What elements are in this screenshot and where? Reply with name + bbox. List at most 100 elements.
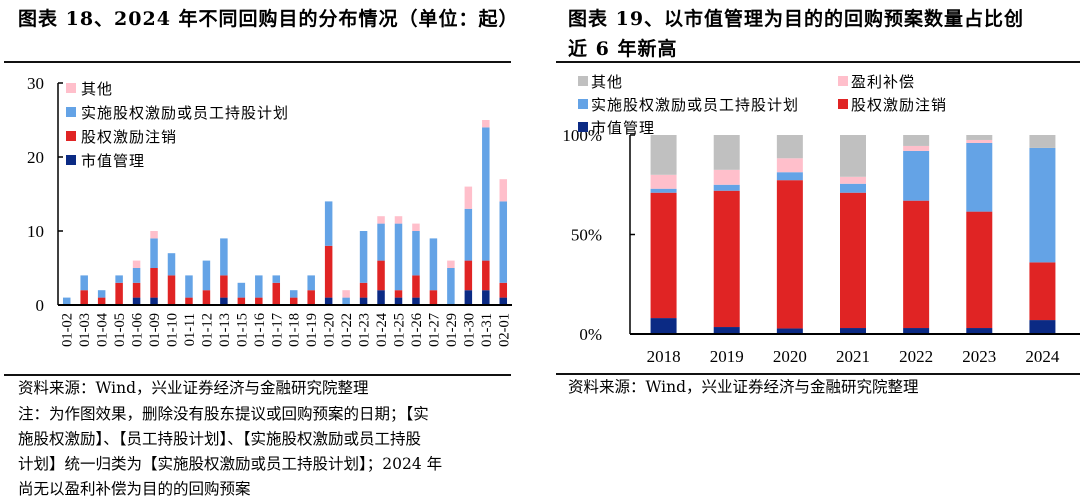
bar-segment [776,328,803,334]
bar-segment [464,260,473,291]
y-tick-label: 0 [36,296,45,315]
bar-segment [903,135,930,146]
bar-segment [903,150,930,201]
bar-segment [776,180,803,329]
bar-segment [115,275,123,283]
legend-label: 市值管理 [81,152,145,170]
bar-segment [482,120,490,128]
x-tick-label: 01-03 [77,313,93,347]
x-tick-label: 01-26 [409,313,425,347]
bar-segment [499,297,508,305]
legend-label: 股权激励注销 [81,128,177,146]
x-tick-label: 01-17 [269,313,285,347]
bar-segment [202,260,211,291]
y-tick-label: 10 [27,222,44,241]
title-rule [556,61,1080,63]
bar-segment [132,282,141,298]
x-tick-label: 01-06 [130,313,146,347]
bar-segment [342,297,350,305]
bar-segment [650,188,677,193]
bar-segment [903,145,930,151]
bar-segment [840,183,866,193]
bar-segment [499,282,508,298]
bar-segment [447,268,455,305]
bar-segment [464,208,473,261]
bar-segment [776,172,803,181]
bar-segment [464,186,473,209]
x-tick-label: 01-23 [357,313,373,347]
x-tick-label: 01-30 [461,313,477,347]
legend-swatch [66,155,76,165]
x-tick-label: 01-15 [234,313,250,347]
bar-segment [776,135,803,159]
bar-segment [237,282,246,298]
bar-segment [255,275,263,298]
legend-swatch [838,76,848,86]
x-tick-label: 01-25 [392,313,408,347]
bar-segment [272,282,281,305]
y-tick-label: 50% [571,226,602,245]
right-figure-panel: 图表 19、以市值管理为目的的回购预案数量占比创 近 6 年新高 0% 50% 10… [548,0,1080,503]
bar-segment [650,192,677,319]
bar-segment [324,245,333,298]
bar-segment [412,223,420,231]
bar-segment [394,223,403,291]
bar-segment [1029,147,1056,263]
x-tick-label: 01-02 [60,313,76,347]
chart18-source: 资料来源：Wind，兴业证券经济与金融研究院整理 [18,379,369,397]
bar-segment [132,268,141,283]
bar-segment [482,260,490,291]
x-tick-label: 01-11 [182,313,198,346]
x-tick-label: 2019 [710,347,744,366]
bar-segment [412,231,420,276]
bar-segment [1029,320,1056,334]
chart19-title-line-1: 图表 19、以市值管理为目的的回购预案数量占比创 [568,8,1025,30]
bar-segment [359,297,368,305]
bar-segment [966,142,993,212]
bar-segment [342,290,350,298]
bar-segment [1029,135,1056,148]
legend-label: 市值管理 [591,119,655,137]
bar-segment [377,223,385,261]
x-tick-label: 01-16 [252,313,268,347]
bar-segment [220,275,228,298]
bar-segment [359,231,368,283]
x-tick-label: 01-27 [426,313,442,347]
chart18-note-line-2: 施股权激励】、【员工持股计划】、【实施股权激励或员工持股 [18,430,422,448]
y-tick-label: 100% [562,126,602,145]
chart19-title-line-2: 近 6 年新高 [568,38,678,60]
legend-swatch [66,83,76,93]
legend-swatch [578,122,588,132]
x-tick-label: 2018 [647,347,681,366]
x-tick-label: 2023 [962,347,996,366]
y-tick-label: 30 [27,74,44,93]
bar-segment [62,297,71,305]
bar-segment [713,135,740,170]
x-tick-label: 2022 [899,347,933,366]
bar-segment [966,139,993,143]
x-tick-label: 01-20 [322,313,338,347]
bar-segment [966,211,993,329]
bar-segment [966,328,993,334]
bar-segment [272,275,281,283]
bar-segment [429,290,438,305]
bar-segment [220,238,228,276]
bar-segment [237,297,246,305]
bar-segment [97,297,106,305]
legend-swatch [578,99,588,109]
bar-segment [377,216,385,224]
legend-swatch [66,131,76,141]
bar-segment [394,297,403,305]
legend-swatch [66,107,76,117]
x-tick-label: 02-01 [496,313,512,347]
chart19-title: 图表 19、以市值管理为目的的回购预案数量占比创 近 6 年新高 [568,4,1068,64]
bar-segment [255,297,263,305]
bar-segment [713,184,740,191]
bar-segment [429,238,438,291]
x-tick-label: 01-13 [217,313,233,347]
bar-segment [412,275,420,298]
bar-segment [903,200,930,329]
legend-label: 实施股权激励或员工持股计划 [81,104,289,122]
x-tick-label: 01-09 [147,313,163,347]
bar-segment [359,282,368,298]
